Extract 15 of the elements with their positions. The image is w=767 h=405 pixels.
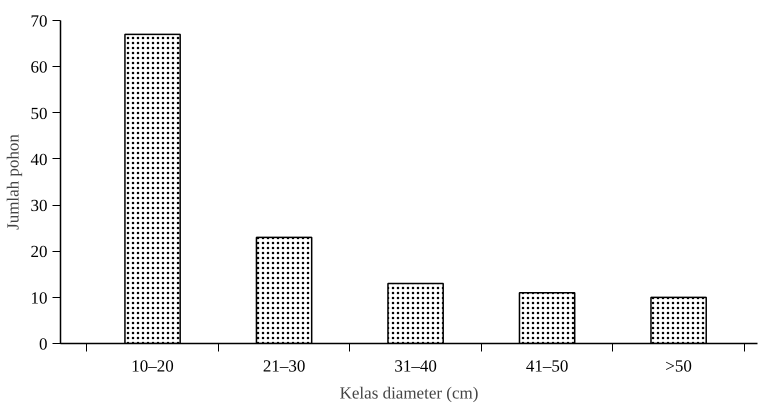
- y-tick-label: 70: [30, 12, 48, 30]
- y-tick-label: 0: [39, 334, 48, 354]
- x-tick-label: >50: [665, 356, 692, 376]
- y-tick-label: 10: [30, 288, 48, 308]
- x-tick-label: 10–20: [131, 356, 174, 376]
- y-tick-label: 60: [30, 58, 48, 77]
- x-tick-label: 41–50: [526, 356, 568, 376]
- x-tick-label: 31–40: [394, 356, 437, 376]
- x-tick-label: 21–30: [262, 356, 306, 376]
- y-axis-title: Jumlah pohon: [4, 134, 22, 230]
- x-axis-title: Kelas diameter (cm): [340, 384, 478, 402]
- y-tick-label: 40: [30, 150, 48, 169]
- y-tick-label: 30: [30, 196, 48, 216]
- y-tick-label: 20: [30, 242, 48, 262]
- y-tick-label: 50: [30, 104, 48, 123]
